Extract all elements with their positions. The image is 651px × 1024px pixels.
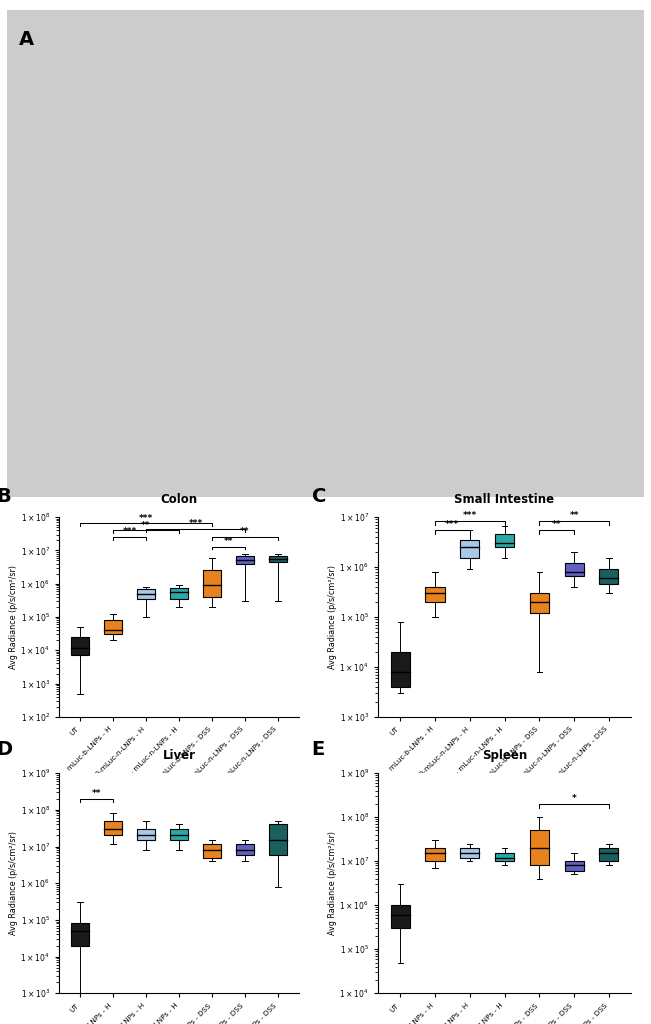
Bar bbox=[425, 587, 445, 602]
Text: **: ** bbox=[552, 520, 561, 529]
Text: **: ** bbox=[570, 511, 579, 519]
Text: ***: *** bbox=[188, 519, 202, 528]
Text: **: ** bbox=[224, 537, 233, 546]
Bar bbox=[564, 563, 584, 577]
Text: **: ** bbox=[141, 520, 151, 529]
Bar bbox=[104, 821, 122, 836]
Text: D: D bbox=[0, 740, 12, 759]
Bar bbox=[269, 824, 287, 855]
Y-axis label: Avg Radiance (p/s/cm²/sr): Avg Radiance (p/s/cm²/sr) bbox=[8, 565, 18, 669]
Bar bbox=[137, 589, 155, 599]
Bar bbox=[425, 848, 445, 861]
Bar bbox=[600, 848, 618, 861]
Bar bbox=[564, 861, 584, 871]
Text: ***: *** bbox=[445, 520, 460, 529]
Text: ***: *** bbox=[139, 514, 153, 522]
Title: Small Intestine: Small Intestine bbox=[454, 494, 555, 506]
Bar bbox=[203, 844, 221, 857]
Text: B: B bbox=[0, 487, 10, 506]
Title: Liver: Liver bbox=[163, 750, 195, 762]
Text: **: ** bbox=[92, 788, 102, 798]
Bar bbox=[460, 540, 479, 558]
Text: ***: *** bbox=[463, 511, 477, 519]
Bar bbox=[137, 829, 155, 840]
Y-axis label: Avg Radiance (p/s/cm²/sr): Avg Radiance (p/s/cm²/sr) bbox=[327, 831, 337, 935]
Bar bbox=[600, 569, 618, 585]
Bar bbox=[460, 848, 479, 858]
Text: ***: *** bbox=[122, 527, 137, 537]
Bar bbox=[269, 556, 287, 562]
Title: Spleen: Spleen bbox=[482, 750, 527, 762]
Text: A: A bbox=[20, 30, 35, 49]
Bar bbox=[391, 905, 409, 928]
Bar bbox=[170, 829, 188, 840]
Text: E: E bbox=[312, 740, 325, 759]
Bar bbox=[203, 570, 221, 597]
Bar bbox=[236, 556, 254, 563]
Bar bbox=[495, 853, 514, 861]
Title: Colon: Colon bbox=[160, 494, 198, 506]
Y-axis label: Avg Radiance (p/s/cm²/sr): Avg Radiance (p/s/cm²/sr) bbox=[327, 565, 337, 669]
Bar bbox=[391, 652, 409, 687]
Bar bbox=[71, 637, 89, 655]
Bar bbox=[71, 924, 89, 945]
Text: C: C bbox=[312, 487, 326, 506]
Bar bbox=[495, 535, 514, 547]
Bar bbox=[104, 621, 122, 634]
Text: **: ** bbox=[240, 527, 250, 537]
Bar bbox=[530, 593, 549, 613]
Bar bbox=[170, 588, 188, 599]
Y-axis label: Avg Radiance (p/s/cm²/sr): Avg Radiance (p/s/cm²/sr) bbox=[8, 831, 18, 935]
Text: *: * bbox=[572, 794, 576, 803]
Bar bbox=[236, 844, 254, 855]
Bar bbox=[530, 830, 549, 865]
